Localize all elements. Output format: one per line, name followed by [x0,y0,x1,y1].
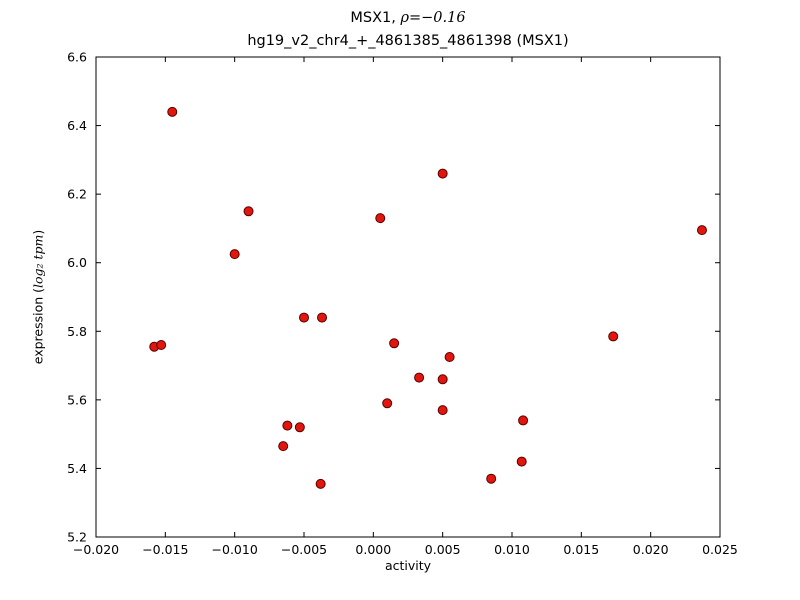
x-tick-label: 0.005 [425,542,461,557]
data-point [696,225,707,236]
x-tick-label: −0.015 [142,542,188,557]
data-point [382,398,393,409]
data-point [444,352,455,362]
data-point [278,441,289,452]
chart-subtitle: hg19_v2_chr4_+_4861385_4861398 (MSX1) [247,33,569,49]
scatter-points [149,106,707,489]
data-point [608,331,619,342]
data-point [486,473,497,484]
data-point [282,420,293,431]
data-point [315,478,326,489]
data-point [317,312,328,323]
y-tick-label: 6.2 [67,187,87,202]
data-point [437,374,448,385]
x-axis-label: activity [384,558,432,573]
data-point [518,415,529,426]
tick-labels: −0.020 −0.015 −0.010 −0.005 0.000 0.005 0.010 0… [67,50,738,558]
data-point [437,168,448,179]
chart-title-text: MSX1, [350,10,401,26]
data-point [167,106,178,117]
x-tick-label: 0.000 [355,542,391,557]
y-axis-label-math: log₂ tpm [30,234,46,288]
y-axis-label: expression (log₂ tpm) [31,230,46,365]
y-tick-label: 6.6 [67,50,87,65]
y-tick-label: 5.2 [67,530,87,545]
x-tick-label: −0.010 [212,542,258,557]
y-tick-label: 6.0 [67,255,87,270]
y-axis-label-prefix: expression ( [30,288,46,365]
data-point [156,340,167,350]
y-tick-label: 5.8 [67,324,87,339]
chart-title-rho: ρ=−0.16 [400,10,466,26]
x-tick-label: −0.005 [281,542,327,557]
data-point [389,338,400,349]
x-tick-label: 0.025 [702,542,738,557]
x-tick-label: 0.015 [563,542,599,557]
data-point [414,372,425,383]
x-tick-label: −0.020 [73,542,119,557]
y-axis-label-suffix: ) [30,229,46,235]
y-tick-label: 6.4 [67,118,87,133]
tick-marks [95,56,721,538]
data-point [375,213,386,224]
data-point [437,405,448,416]
x-tick-label: 0.020 [633,542,669,557]
y-tick-label: 5.6 [67,392,87,407]
data-point [299,312,309,323]
axes-frame [95,56,721,538]
data-point [229,249,240,260]
data-point [243,206,254,217]
x-tick-label: 0.010 [494,542,530,557]
data-point [294,422,305,433]
chart-title: MSX1, ρ=−0.16 [96,10,720,26]
data-point [516,456,527,467]
y-tick-label: 5.4 [67,461,87,476]
